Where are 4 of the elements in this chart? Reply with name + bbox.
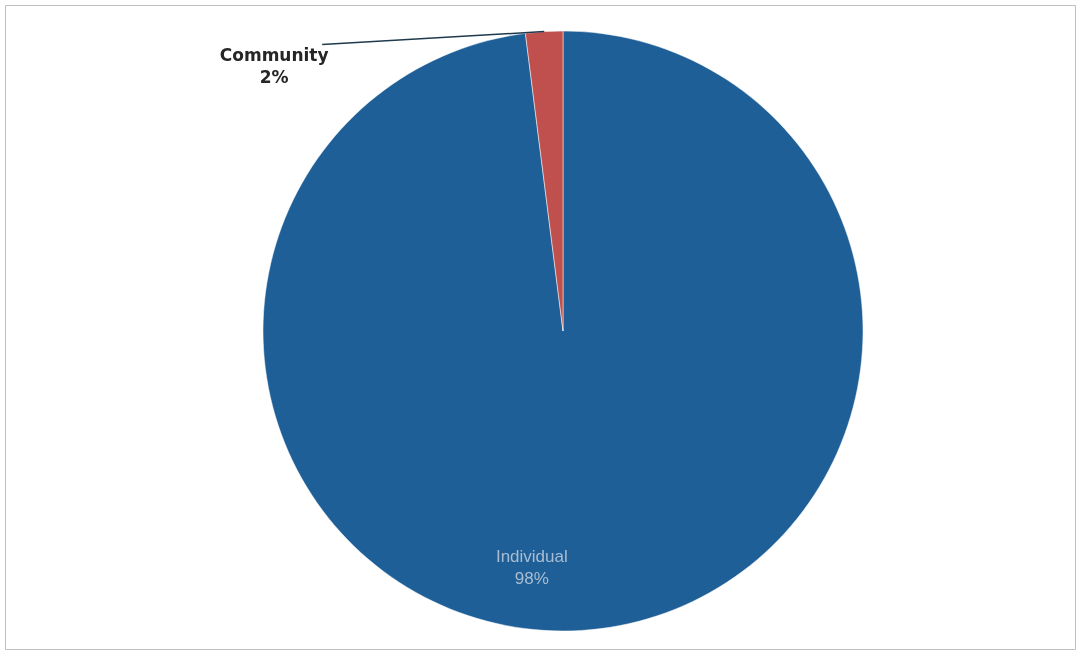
slice-label: Individual	[495, 546, 568, 566]
data-label: 98%	[514, 568, 549, 588]
slice-label: Community	[219, 44, 329, 65]
data-label: 2%	[259, 66, 289, 87]
